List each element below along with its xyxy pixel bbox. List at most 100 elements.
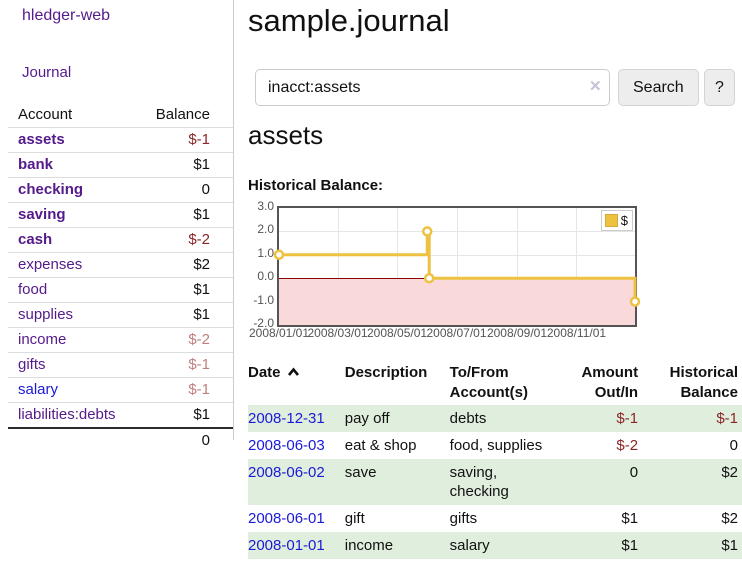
transaction-accounts: salary	[449, 537, 490, 554]
transaction-balance: $1	[721, 537, 738, 554]
transaction-balance: $2	[721, 510, 738, 527]
sort-ascending-icon	[287, 363, 300, 383]
sidebar-divider	[233, 0, 234, 440]
register-table: Date Description To/From Account(s) Amou…	[248, 361, 742, 559]
sidebar-item-journal[interactable]: Journal	[22, 64, 72, 81]
transaction-date-link[interactable]: 2008-06-01	[248, 510, 325, 527]
negative-region	[279, 278, 635, 325]
x-tick-label: 2008/05/01	[366, 326, 428, 340]
column-header-date[interactable]: Date	[248, 361, 345, 405]
data-point[interactable]	[273, 249, 285, 261]
transaction-description: eat & shop	[344, 437, 417, 454]
x-tick-label: 2008/03/01	[307, 326, 368, 340]
account-link-cash[interactable]: cash	[18, 231, 53, 248]
accounts-body: assets $-1 bank $1 checking 0 saving $1 cash $-2 e…	[8, 128, 233, 453]
transaction-amount: $1	[621, 510, 639, 527]
transaction-date-link[interactable]: 2008-06-03	[248, 437, 325, 454]
page-title: sample.journal	[248, 3, 450, 38]
transaction-row[interactable]: 2008-12-31 pay off debts $-1 $-1	[248, 405, 742, 432]
vertical-gridline	[456, 208, 458, 325]
transaction-balance: $2	[721, 464, 738, 481]
account-link-supplies[interactable]: supplies	[18, 306, 74, 323]
clear-search-icon[interactable]: ✕	[589, 78, 602, 95]
accounts-header-balance: Balance	[138, 103, 233, 128]
transaction-date-link[interactable]: 2008-01-01	[248, 537, 325, 554]
account-link-checking[interactable]: checking	[18, 181, 84, 198]
account-link-gifts[interactable]: gifts	[18, 356, 46, 373]
account-link-food[interactable]: food	[18, 281, 48, 298]
y-tick-label: 2.0	[257, 222, 274, 237]
account-link-saving[interactable]: saving	[18, 206, 66, 223]
transaction-balance: $-1	[716, 410, 738, 427]
horizontal-gridline	[279, 254, 635, 256]
transaction-amount: $-2	[616, 437, 639, 454]
account-link-income[interactable]: income	[18, 331, 67, 348]
balance-line-series	[273, 226, 641, 307]
column-header-description: Description	[344, 364, 428, 381]
transaction-description: gift	[344, 510, 365, 527]
data-point[interactable]	[629, 296, 641, 307]
account-row: salary $-1	[8, 377, 233, 403]
account-balance: $1	[138, 277, 233, 303]
vertical-gridline	[337, 208, 339, 325]
column-header-amount: Amount Out/In	[581, 364, 639, 401]
brand-link[interactable]: hledger-web	[22, 7, 111, 24]
search-button[interactable]: Search	[618, 69, 699, 106]
account-link-salary[interactable]: salary	[18, 381, 59, 398]
account-balance: $-2	[138, 327, 233, 353]
data-point[interactable]	[423, 272, 435, 284]
chart-title: Historical Balance:	[248, 177, 384, 194]
accounts-total-row: 0	[8, 427, 233, 453]
account-link-bank[interactable]: bank	[18, 156, 54, 173]
account-balance: $-1	[188, 131, 210, 148]
x-tick-label: 2008/01/01	[248, 326, 310, 340]
transaction-accounts: saving, checking	[449, 464, 509, 500]
transaction-date-link[interactable]: 2008-12-31	[248, 410, 325, 427]
account-link-assets[interactable]: assets	[18, 131, 65, 148]
y-tick-label: 0.0	[257, 269, 274, 284]
account-balance: $1	[138, 202, 233, 228]
account-row: expenses $2	[8, 252, 233, 278]
account-row: bank $1	[8, 152, 233, 178]
account-balance: 0	[138, 177, 233, 203]
account-balance: $1	[138, 302, 233, 328]
account-row: income $-2	[8, 327, 233, 353]
transaction-balance: 0	[729, 437, 738, 454]
account-balance: $1	[138, 402, 233, 428]
y-tick-label: 3.0	[257, 199, 274, 213]
account-link-liabilities-debts[interactable]: liabilities:debts	[18, 406, 116, 423]
transaction-accounts: debts	[449, 410, 487, 427]
account-row: liabilities:debts $1	[8, 402, 233, 428]
legend-label: $	[620, 213, 628, 228]
chart-plot-area: $	[273, 206, 641, 327]
data-point[interactable]	[422, 226, 433, 237]
transaction-description: income	[344, 537, 394, 554]
account-balance: $-1	[138, 377, 233, 403]
transaction-date-link[interactable]: 2008-06-02	[248, 464, 325, 481]
x-tick-label: 2008/11/01	[546, 326, 607, 340]
transaction-amount: $1	[621, 537, 639, 554]
account-row: supplies $1	[8, 302, 233, 328]
accounts-table: Account Balance assets $-1 bank $1 checking 0…	[8, 103, 233, 453]
account-row: food $1	[8, 277, 233, 303]
legend-swatch	[604, 214, 618, 227]
vertical-gridline	[576, 208, 578, 325]
account-balance: $1	[138, 152, 233, 178]
account-link-expenses[interactable]: expenses	[18, 256, 83, 273]
transaction-accounts: food, supplies	[449, 437, 543, 454]
accounts-header-row: Account Balance	[8, 103, 233, 128]
date-header-label: Date	[248, 364, 281, 381]
account-balance: $-1	[138, 352, 233, 378]
help-button[interactable]: ?	[704, 69, 735, 106]
transaction-row[interactable]: 2008-01-01 income salary $1 $1	[248, 532, 742, 559]
register-header-row: Date Description To/From Account(s) Amou…	[248, 361, 742, 405]
search-input[interactable]	[255, 69, 610, 106]
y-tick-label: 1.0	[257, 245, 274, 260]
transaction-row[interactable]: 2008-06-03 eat & shop food, supplies $-2 0	[248, 432, 742, 459]
transaction-row[interactable]: 2008-06-02 save saving, checking 0 $2	[248, 459, 742, 505]
transaction-description: save	[344, 464, 377, 481]
transaction-amount: $-1	[616, 410, 639, 427]
accounts-total-value: 0	[138, 427, 233, 453]
transaction-row[interactable]: 2008-06-01 gift gifts $1 $2	[248, 505, 742, 532]
historical-balance-chart: 3.0 2.0 1.0 0.0 -1.0 -2.0 $ 2008/01/01 2008/03…	[248, 200, 742, 348]
